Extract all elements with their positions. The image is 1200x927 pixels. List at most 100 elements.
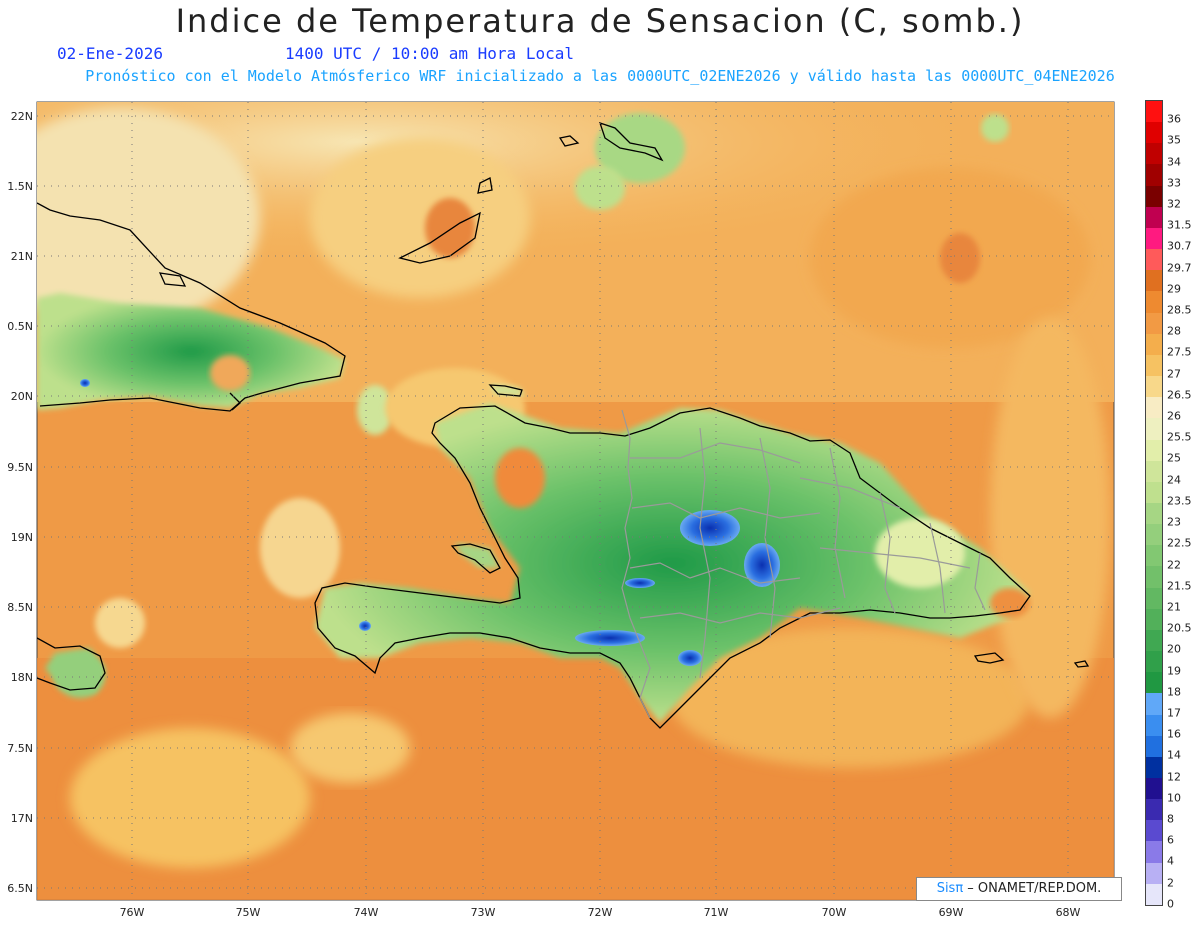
color-scale-bar xyxy=(1145,100,1163,906)
forecast-time: 1400 UTC / 10:00 am Hora Local xyxy=(285,44,574,63)
color-scale-label: 20 xyxy=(1167,642,1181,656)
color-scale-cell xyxy=(1146,354,1162,377)
lat-label: 17N xyxy=(11,812,33,825)
lat-label: 19N xyxy=(11,531,33,544)
lat-label: 7.5N xyxy=(7,742,33,755)
lon-label: 76W xyxy=(120,906,145,919)
lon-label: 75W xyxy=(236,906,261,919)
color-scale-cell xyxy=(1146,714,1162,736)
heat-index-map: 22N 1.5N 21N 0.5N 20N 9.5N 19N 8.5N 18N … xyxy=(7,101,1115,919)
color-scale-cell xyxy=(1146,778,1162,800)
color-scale-label: 0 xyxy=(1167,897,1174,911)
color-scale-cell xyxy=(1146,735,1162,757)
color-scale-cell xyxy=(1146,249,1162,271)
color-scale-label: 32 xyxy=(1167,197,1181,211)
lat-label: 1.5N xyxy=(7,180,33,193)
color-scale-label: 33 xyxy=(1167,176,1181,190)
color-scale-cell xyxy=(1146,841,1162,863)
lat-label: 6.5N xyxy=(7,882,33,895)
lon-label: 70W xyxy=(822,906,847,919)
color-scale-cell xyxy=(1146,629,1162,652)
color-scale-label: 36 xyxy=(1167,112,1181,126)
color-scale-cell xyxy=(1146,545,1162,567)
color-scale-cell xyxy=(1146,376,1162,398)
color-scale-cell xyxy=(1146,481,1162,503)
color-scale-label: 20.5 xyxy=(1167,621,1192,635)
graticule xyxy=(37,102,1114,900)
color-scale-cell xyxy=(1146,164,1162,186)
color-scale-label: 16 xyxy=(1167,727,1181,741)
lat-label: 9.5N xyxy=(7,461,33,474)
color-scale-label: 26.5 xyxy=(1167,388,1192,402)
color-scale-cell xyxy=(1146,820,1162,842)
color-scale-cell xyxy=(1146,799,1162,821)
shading-layer xyxy=(37,102,1114,900)
color-scale-cell xyxy=(1146,651,1162,673)
color-scale-cell xyxy=(1146,333,1162,355)
color-scale-label: 29.7 xyxy=(1167,261,1192,275)
color-scale-cell xyxy=(1146,502,1162,525)
lon-label: 72W xyxy=(588,906,613,919)
lon-label: 71W xyxy=(704,906,729,919)
province-borders xyxy=(621,409,986,719)
lon-label: 74W xyxy=(354,906,379,919)
color-scale-cell xyxy=(1146,756,1162,778)
color-scale-label: 4 xyxy=(1167,854,1174,868)
color-scale-label: 22 xyxy=(1167,558,1181,571)
lat-label: 18N xyxy=(11,671,33,684)
color-scale-label: 34 xyxy=(1167,155,1181,168)
lat-label: 21N xyxy=(11,250,33,263)
color-scale-label: 31.5 xyxy=(1167,218,1192,232)
color-scale-cell xyxy=(1146,862,1162,884)
model-subtitle: Pronóstico con el Modelo Atmósferico WRF… xyxy=(85,67,1115,85)
lon-label: 68W xyxy=(1056,906,1081,919)
color-scale-cell xyxy=(1146,587,1162,609)
color-scale-label: 23.5 xyxy=(1167,494,1192,508)
map-title: Indice de Temperatura de Sensacion (C, s… xyxy=(175,2,1025,40)
color-scale-label: 2 xyxy=(1167,876,1174,890)
color-scale-cell xyxy=(1146,397,1162,419)
color-scale-cell xyxy=(1146,418,1162,440)
lat-label: 8.5N xyxy=(7,601,33,614)
color-scale-cell xyxy=(1146,185,1162,207)
color-scale-labels: 36 35 34 33 32 31.5 30.7 29.7 29 28.5 28 27.5 27 26.5… xyxy=(1167,100,1197,911)
color-scale-label: 17 xyxy=(1167,706,1181,720)
color-scale-label: 35 xyxy=(1167,133,1181,147)
color-scale-cell xyxy=(1146,883,1162,905)
color-scale-cell xyxy=(1146,524,1162,546)
color-scale-label: 29 xyxy=(1167,282,1181,296)
credit-text: – ONAMET/REP.DOM. xyxy=(963,881,1102,896)
color-scale-cell xyxy=(1146,143,1162,165)
lat-label: 20N xyxy=(11,390,33,403)
color-scale-label: 10 xyxy=(1167,791,1181,805)
color-scale-label: 12 xyxy=(1167,770,1181,784)
color-scale-label: 23 xyxy=(1167,515,1181,529)
lon-label: 69W xyxy=(939,906,964,919)
color-scale-label: 28.5 xyxy=(1167,303,1192,317)
color-scale-label: 8 xyxy=(1167,812,1174,826)
color-scale-cell xyxy=(1146,693,1162,715)
coastlines xyxy=(37,121,1090,729)
color-scale-cell xyxy=(1146,291,1162,313)
color-scale-cell xyxy=(1146,439,1162,461)
color-scale-label: 25.5 xyxy=(1167,430,1192,444)
color-scale-label: 24 xyxy=(1167,473,1181,487)
color-scale-label: 14 xyxy=(1167,748,1181,762)
color-scale-label: 19 xyxy=(1167,664,1181,678)
color-scale-cell xyxy=(1146,460,1162,482)
color-scale-label: 26 xyxy=(1167,409,1181,423)
color-scale-cell xyxy=(1146,566,1162,588)
sis-logo-text: Sisπ xyxy=(936,881,964,896)
color-scale-label: 21.5 xyxy=(1167,579,1192,593)
color-scale-cell xyxy=(1146,608,1162,630)
forecast-date: 02-Ene-2026 xyxy=(57,44,163,63)
color-scale-cell xyxy=(1146,270,1162,292)
color-scale-label: 18 xyxy=(1167,685,1181,699)
color-scale-label: 6 xyxy=(1167,833,1174,847)
color-scale-label: 27.5 xyxy=(1167,345,1192,359)
lon-label: 73W xyxy=(471,906,496,919)
color-scale-cell xyxy=(1146,206,1162,228)
color-scale-cell xyxy=(1146,101,1162,123)
color-scale-cell xyxy=(1146,312,1162,334)
color-scale-cell xyxy=(1146,672,1162,694)
